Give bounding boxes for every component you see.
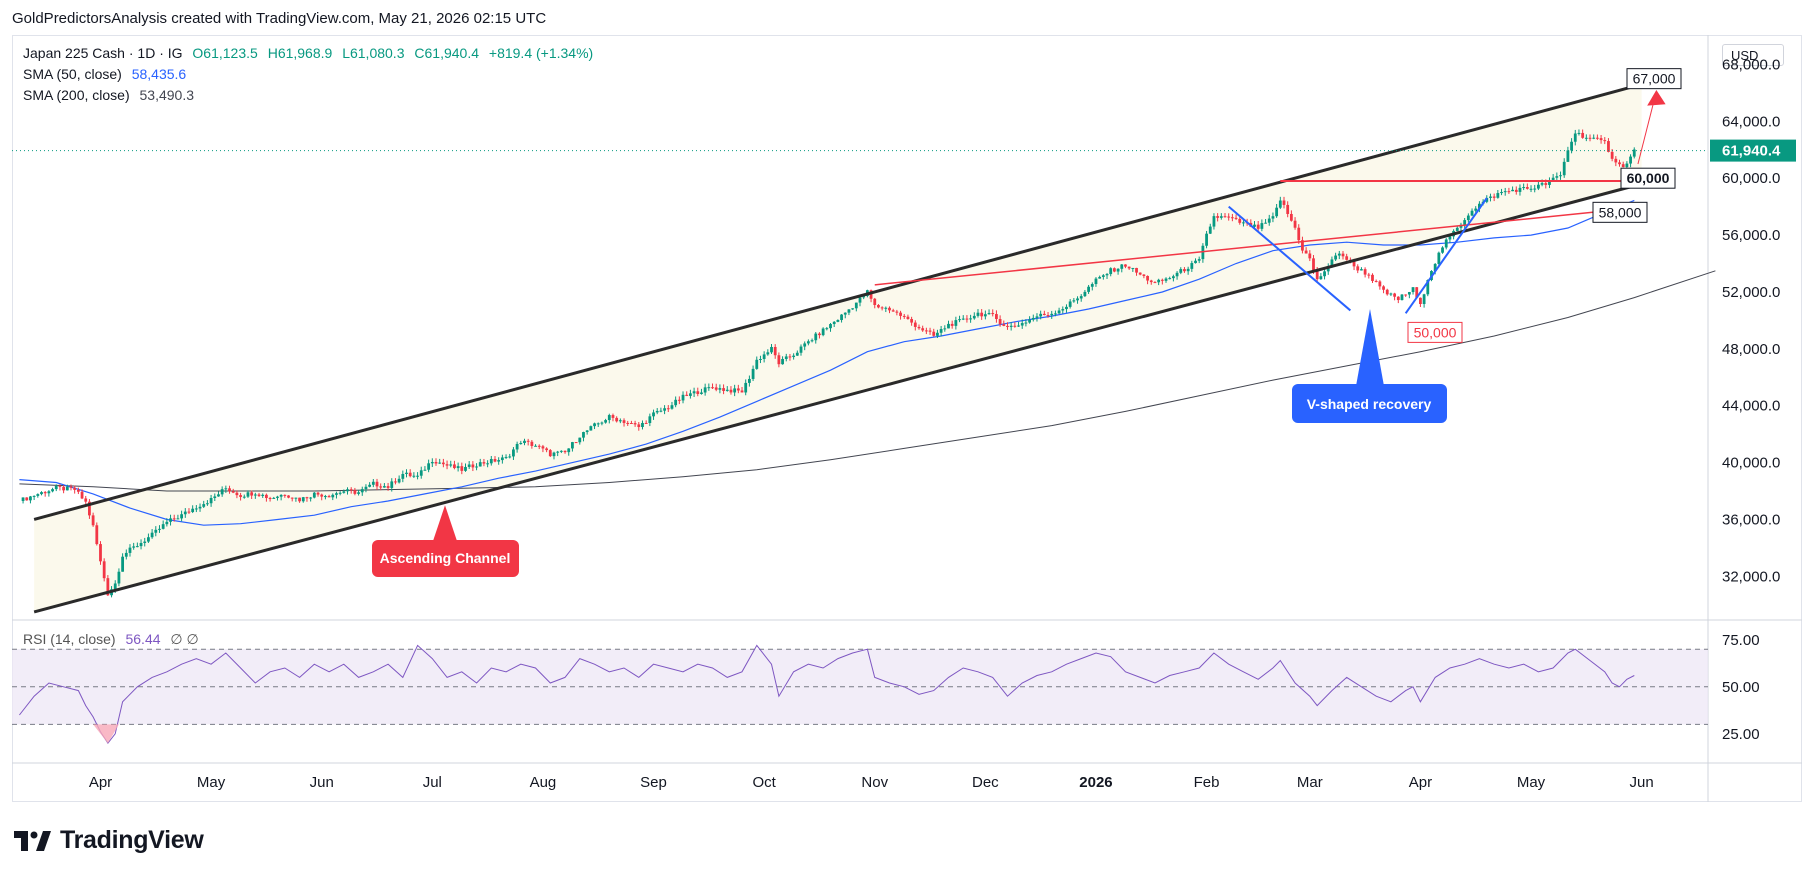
- sma50-legend[interactable]: SMA (50, close) 58,435.6: [23, 66, 186, 82]
- close-value: C61,940.4: [414, 45, 479, 61]
- symbol-name: Japan 225 Cash · 1D · IG: [23, 45, 183, 61]
- rsi-value: 56.44: [125, 631, 161, 647]
- open-value: O61,123.5: [192, 45, 258, 61]
- sma50-label: SMA (50, close): [23, 66, 122, 82]
- tradingview-logo-icon: [14, 830, 51, 851]
- symbol-legend[interactable]: Japan 225 Cash · 1D · IG O61,123.5 H61,9…: [23, 45, 593, 61]
- rsi-label: RSI (14, close): [23, 631, 116, 647]
- low-value: L61,080.3: [342, 45, 405, 61]
- rsi-extra: ∅ ∅: [170, 631, 199, 647]
- high-value: H61,968.9: [267, 45, 333, 61]
- tradingview-wordmark: TradingView: [60, 826, 204, 854]
- sma200-value: 53,490.3: [139, 87, 195, 103]
- chart-attribution: GoldPredictorsAnalysis created with Trad…: [12, 10, 547, 27]
- rsi-legend[interactable]: RSI (14, close) 56.44 ∅ ∅: [23, 631, 199, 648]
- sma200-label: SMA (200, close): [23, 87, 130, 103]
- tradingview-logo: TradingView: [14, 826, 204, 855]
- change-value: +819.4 (+1.34%): [488, 45, 594, 61]
- sma50-value: 58,435.6: [131, 66, 187, 82]
- chart-frame: [12, 35, 1802, 802]
- sma200-legend[interactable]: SMA (200, close) 53,490.3: [23, 87, 194, 103]
- currency-selector[interactable]: USD: [1722, 44, 1784, 66]
